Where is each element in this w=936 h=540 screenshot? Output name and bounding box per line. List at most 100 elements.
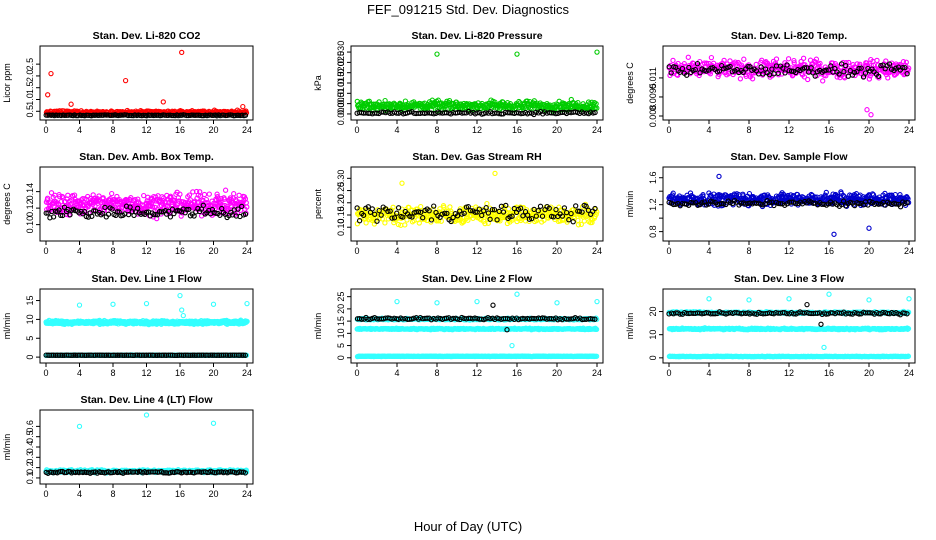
data-point: [151, 352, 157, 358]
panel-title: Stan. Dev. Li-820 Pressure: [411, 30, 542, 42]
data-point: [439, 211, 445, 217]
data-point: [160, 99, 166, 105]
data-point: [372, 211, 378, 217]
points-layer: [354, 49, 600, 118]
data-point: [56, 352, 62, 358]
data-point: [418, 209, 424, 215]
data-point: [179, 49, 185, 56]
data-point: [856, 65, 862, 72]
data-point: [900, 64, 906, 71]
panel-title: Stan. Dev. Sample Flow: [730, 151, 848, 163]
data-point: [708, 54, 715, 61]
data-point: [102, 204, 108, 211]
panel-boxtemp: Stan. Dev. Amb. Box Temp.degrees C0 4 8 12 1…: [2, 151, 254, 256]
x-tick-label: 16: [512, 125, 522, 135]
x-tick-label: 4: [706, 246, 711, 256]
x-tick-label: 4: [394, 246, 399, 256]
x-tick-label: 12: [472, 125, 482, 135]
y-tick-label: 0: [25, 355, 35, 360]
data-point: [869, 191, 876, 197]
points-layer: [43, 187, 250, 222]
data-point: [428, 217, 435, 223]
data-point: [800, 55, 807, 61]
data-point: [874, 57, 880, 64]
data-point: [189, 352, 196, 358]
y-tick-label: 2.5: [25, 58, 35, 71]
data-point: [467, 207, 474, 214]
data-point: [868, 112, 874, 118]
data-point: [200, 202, 206, 208]
data-point: [394, 210, 400, 216]
data-point: [43, 210, 49, 216]
data-point: [444, 210, 450, 217]
data-point: [97, 112, 103, 118]
data-point: [699, 200, 705, 206]
data-point: [791, 57, 797, 64]
x-tick-label: 20: [208, 368, 218, 378]
data-point: [694, 60, 701, 67]
data-point: [729, 69, 735, 75]
data-point: [509, 342, 515, 349]
data-point: [692, 66, 698, 73]
data-point: [426, 208, 432, 214]
data-point: [389, 215, 395, 221]
data-point: [776, 194, 783, 200]
x-tick-label: 8: [110, 246, 115, 256]
data-point: [864, 107, 870, 113]
data-point: [893, 201, 899, 207]
x-tick-label: 0: [666, 246, 671, 256]
points-layer: [666, 173, 912, 237]
panel-title: Stan. Dev. Gas Stream RH: [412, 151, 541, 163]
data-point: [165, 208, 172, 214]
data-point: [882, 190, 888, 197]
data-point: [581, 218, 587, 224]
x-tick-label: 12: [472, 246, 482, 256]
data-point: [822, 192, 828, 198]
data-point: [374, 218, 380, 224]
data-point: [222, 187, 229, 193]
data-point: [244, 300, 250, 307]
data-point: [68, 101, 74, 107]
x-tick-label: 16: [175, 246, 185, 256]
data-point: [78, 112, 85, 119]
x-tick-label: 24: [242, 246, 252, 256]
data-point: [404, 217, 410, 223]
data-point: [905, 67, 911, 74]
data-point: [100, 352, 106, 358]
data-point: [593, 211, 599, 218]
data-point: [841, 69, 847, 75]
y-tick-label: 0.015: [336, 72, 346, 95]
data-point: [487, 216, 493, 222]
data-point: [82, 209, 88, 215]
data-point: [96, 352, 102, 358]
x-tick-label: 4: [77, 368, 82, 378]
y-tick-label: 0.008: [648, 105, 658, 128]
data-point: [122, 77, 129, 84]
data-point: [820, 78, 826, 84]
data-point: [745, 63, 751, 70]
data-point: [415, 209, 422, 215]
data-point: [162, 112, 168, 118]
x-tick-label: 16: [512, 246, 522, 256]
data-point: [483, 205, 489, 211]
data-point: [828, 63, 834, 69]
data-point: [135, 205, 141, 211]
data-point: [416, 220, 422, 226]
data-point: [242, 211, 249, 217]
data-point: [167, 214, 174, 220]
data-point: [105, 211, 112, 217]
data-point: [143, 300, 150, 307]
data-point: [566, 217, 572, 223]
data-point: [847, 68, 853, 74]
y-tick-label: 0.010: [336, 82, 346, 105]
data-point: [823, 189, 829, 196]
data-point: [594, 298, 600, 305]
data-point: [592, 109, 598, 116]
points-layer: [354, 170, 600, 228]
y-tick-label: 0.030: [336, 41, 346, 64]
y-tick-label: 0.005: [336, 92, 346, 115]
data-point: [387, 208, 393, 214]
data-point: [476, 206, 482, 212]
data-point: [140, 112, 146, 118]
